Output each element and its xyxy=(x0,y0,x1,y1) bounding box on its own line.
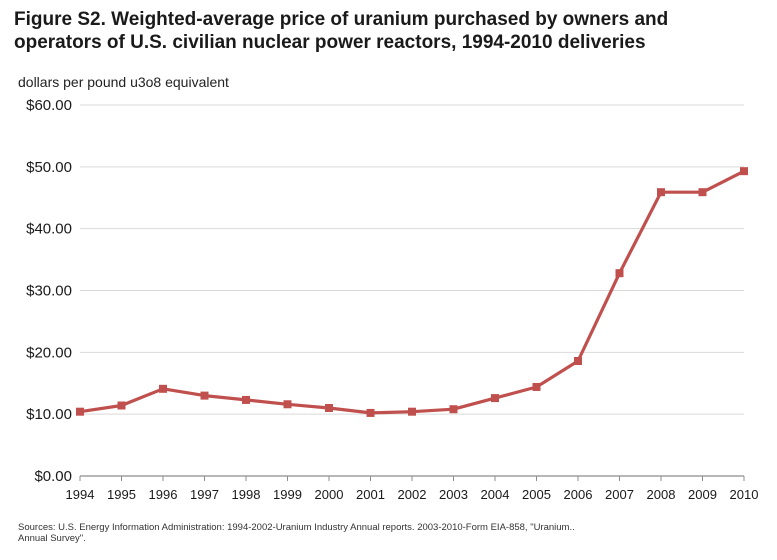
data-point-marker xyxy=(532,382,541,391)
y-tick-label: $0.00 xyxy=(34,468,72,485)
x-tick-label: 1995 xyxy=(107,487,136,502)
y-tick-label: $40.00 xyxy=(26,221,72,238)
x-tick-label: 1999 xyxy=(273,487,302,502)
x-tick-label: 2009 xyxy=(688,487,717,502)
data-point-marker xyxy=(657,188,665,197)
x-tick-label: 2006 xyxy=(564,487,593,502)
data-point-marker xyxy=(491,394,499,403)
source-note: Sources: U.S. Energy Information Adminis… xyxy=(18,522,698,544)
y-tick-label: $30.00 xyxy=(26,283,72,300)
data-point-marker xyxy=(574,356,582,365)
data-point-marker xyxy=(449,405,458,414)
chart-title-line-2: operators of U.S. civilian nuclear power… xyxy=(14,32,646,53)
data-point-marker xyxy=(200,391,209,400)
x-tick-label: 2002 xyxy=(398,487,427,502)
x-tick-label: 1996 xyxy=(149,487,178,502)
y-tick-label: $50.00 xyxy=(26,159,72,176)
x-tick-label: 2000 xyxy=(315,487,344,502)
x-tick-label: 2005 xyxy=(522,487,551,502)
y-tick-label: $60.00 xyxy=(26,97,72,114)
x-tick-label: 2008 xyxy=(647,487,676,502)
data-point-marker xyxy=(698,188,707,197)
x-tick-label: 2007 xyxy=(605,487,634,502)
x-tick-label: 2004 xyxy=(481,487,510,502)
x-tick-label: 2003 xyxy=(439,487,468,502)
gridlines xyxy=(80,104,744,477)
chart-title-line-1: Figure S2. Weighted-average price of ura… xyxy=(14,9,669,30)
x-tick-label: 1998 xyxy=(232,487,261,502)
data-point-marker xyxy=(117,401,126,410)
data-point-marker xyxy=(408,407,416,416)
x-tick-label: 2001 xyxy=(356,487,385,502)
data-point-marker xyxy=(366,408,375,417)
chart-title: Figure S2. Weighted-average price of ura… xyxy=(14,8,764,54)
source-line-1: Sources: U.S. Energy Information Adminis… xyxy=(18,522,575,533)
data-point-marker xyxy=(159,384,167,393)
x-tick-label: 1997 xyxy=(190,487,219,502)
data-point-marker xyxy=(325,403,333,412)
source-line-2: Annual Survey". xyxy=(18,533,86,544)
data-point-marker xyxy=(76,407,84,416)
data-point-marker xyxy=(615,269,624,278)
y-tick-label: $10.00 xyxy=(26,406,72,423)
y-axis-unit-label: dollars per pound u3o8 equivalent xyxy=(18,74,229,90)
series-line xyxy=(78,169,746,415)
series-layer xyxy=(76,167,748,417)
x-axis-ticks: 1994 1995 1996 1997 1998 1999 2000 2001 2002 2003… xyxy=(66,476,759,502)
y-tick-label: $20.00 xyxy=(26,344,72,361)
data-point-marker xyxy=(740,167,748,176)
data-point-marker xyxy=(242,395,250,404)
x-tick-label: 1994 xyxy=(66,487,95,502)
x-tick-label: 2010 xyxy=(730,487,759,502)
y-axis-ticks: $0.00 $10.00 $20.00 $30.00 $40.00 $50.00 $60.0… xyxy=(26,97,72,485)
data-point-marker xyxy=(283,400,292,409)
